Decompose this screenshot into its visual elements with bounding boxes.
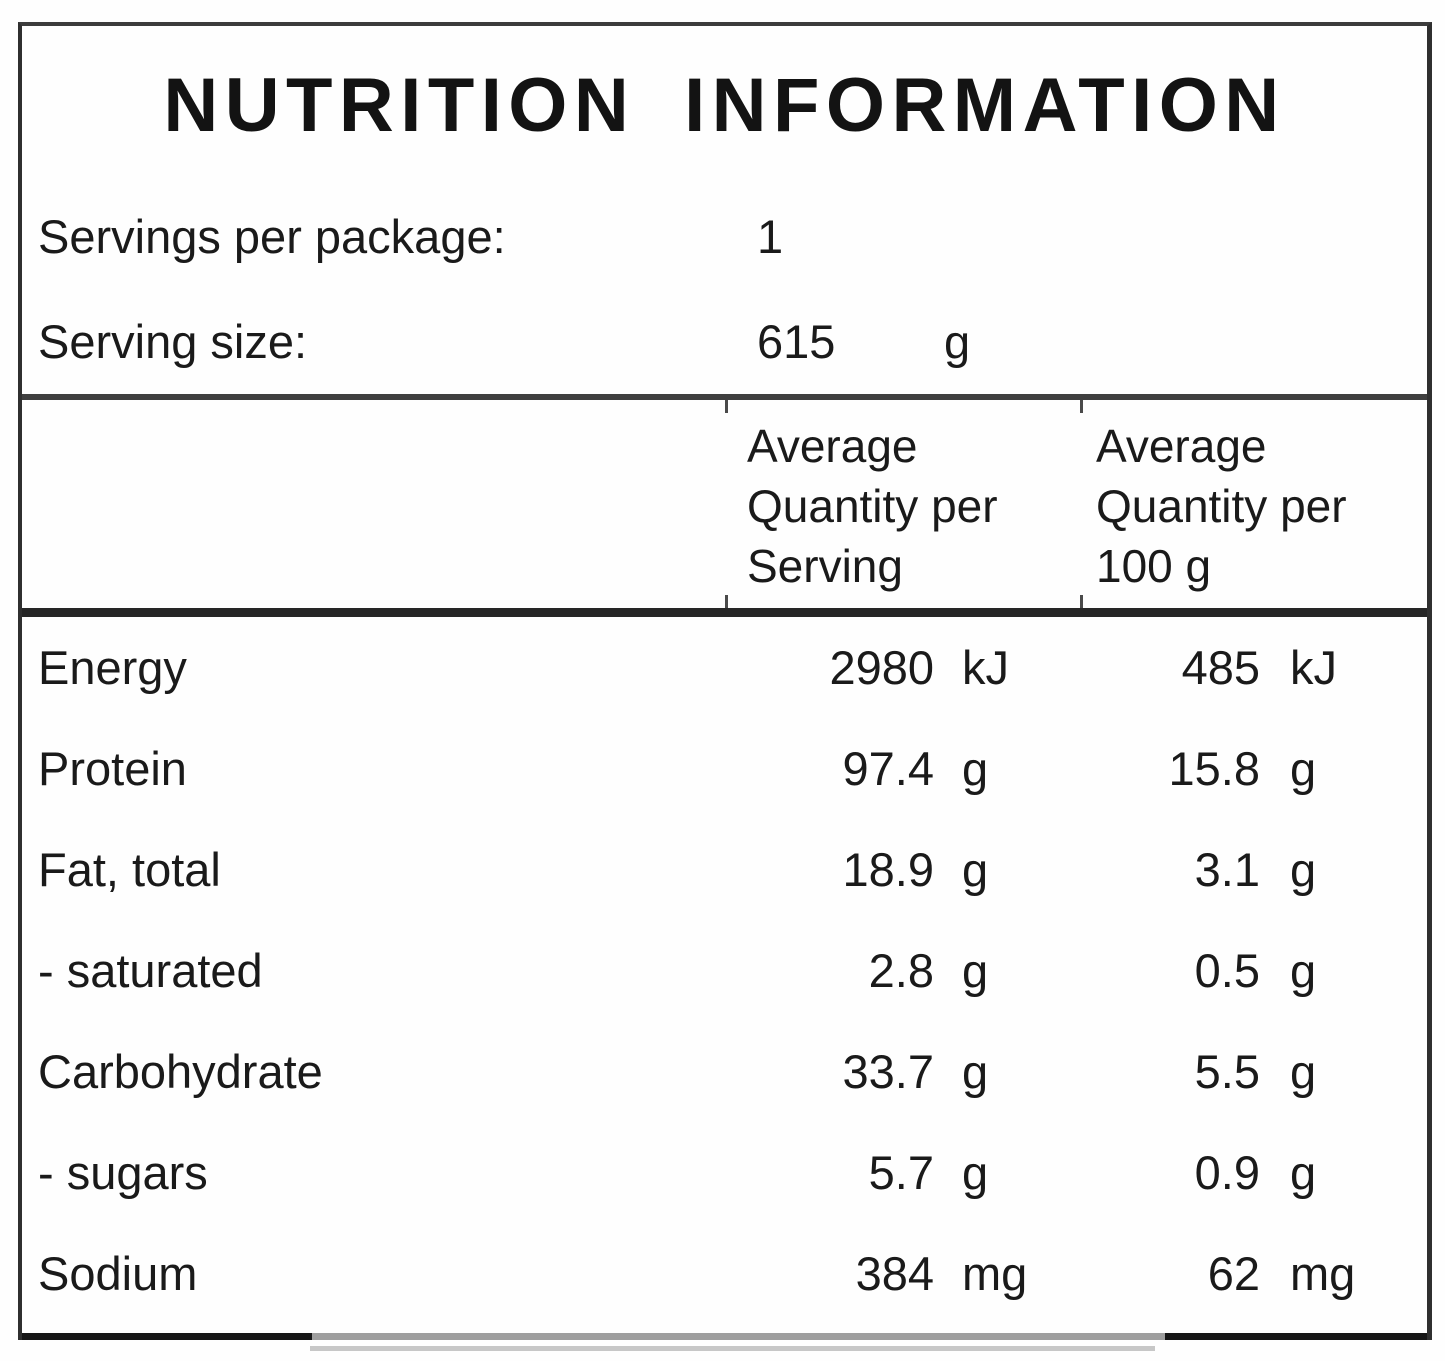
- table-row-sugars: - sugars 5.7 g 0.9 g: [22, 1122, 1427, 1223]
- per-serving-unit: g: [962, 1045, 989, 1098]
- per-serving-unit: g: [962, 1146, 989, 1199]
- per-100g-unit: g: [1290, 742, 1317, 795]
- nutrient-name: Protein: [38, 742, 187, 795]
- table-row-carbohydrate: Carbohydrate 33.7 g 5.5 g: [22, 1021, 1427, 1122]
- per-100g-unit: kJ: [1290, 641, 1337, 694]
- per-serving-unit: mg: [962, 1247, 1028, 1300]
- table-row-energy: Energy 2980 kJ 485 kJ: [22, 617, 1427, 718]
- servings-per-package-value: 1: [757, 210, 784, 263]
- label-bottom-border: [22, 1333, 1427, 1340]
- per-serving-value: 18.9: [842, 843, 934, 896]
- per-100g-value: 3.1: [1194, 843, 1260, 896]
- nutrient-table-body: Energy 2980 kJ 485 kJ Protein 97.4 g 15.…: [22, 617, 1427, 1324]
- per-serving-unit: kJ: [962, 641, 1009, 694]
- nutrient-name: Carbohydrate: [38, 1045, 323, 1098]
- per-100g-value: 15.8: [1168, 742, 1260, 795]
- per-serving-unit: g: [962, 944, 989, 997]
- per-100g-value: 62: [1207, 1247, 1260, 1300]
- servings-per-package-row: Servings per package: 1: [22, 184, 1427, 289]
- table-row-saturated-fat: - saturated 2.8 g 0.5 g: [22, 920, 1427, 1021]
- column-header-per-serving: Average Quantity per Serving: [747, 420, 998, 592]
- column-header-per-100g: Average Quantity per 100 g: [1096, 420, 1347, 592]
- per-serving-value: 384: [855, 1247, 934, 1300]
- per-100g-unit: g: [1290, 843, 1317, 896]
- nutrient-name: - sugars: [38, 1146, 208, 1199]
- nutrient-name: - saturated: [38, 944, 263, 997]
- table-row-protein: Protein 97.4 g 15.8 g: [22, 718, 1427, 819]
- separator-below-header: [22, 608, 1427, 617]
- per-100g-value: 5.5: [1194, 1045, 1260, 1098]
- label-title: NUTRITION INFORMATION: [163, 62, 1286, 148]
- border-segment: [312, 1333, 1165, 1340]
- column-divider-stub: [1080, 400, 1083, 413]
- servings-per-package-label: Servings per package:: [38, 210, 506, 263]
- border-segment: [22, 1333, 312, 1340]
- column-divider-stub: [1080, 595, 1083, 608]
- per-100g-value: 485: [1181, 641, 1260, 694]
- per-100g-value: 0.5: [1194, 944, 1260, 997]
- scan-shadow-line: [310, 1346, 1155, 1351]
- per-serving-value: 2.8: [868, 944, 934, 997]
- serving-size-row: Serving size: 615 g: [22, 289, 1427, 394]
- table-column-header-row: Average Quantity per Serving Average Qua…: [22, 400, 1427, 608]
- label-title-block: NUTRITION INFORMATION: [22, 26, 1427, 184]
- nutrient-column-spacer: [22, 416, 727, 608]
- per-serving-value: 33.7: [842, 1045, 934, 1098]
- table-row-sodium: Sodium 384 mg 62 mg: [22, 1223, 1427, 1324]
- serving-size-value: 615: [757, 315, 836, 368]
- per-serving-value: 5.7: [868, 1146, 934, 1199]
- nutrient-name: Fat, total: [38, 843, 221, 896]
- serving-size-unit: g: [944, 315, 971, 368]
- nutrient-name: Sodium: [38, 1247, 198, 1300]
- per-100g-unit: g: [1290, 1146, 1317, 1199]
- per-serving-value: 97.4: [842, 742, 934, 795]
- column-divider-stub: [725, 595, 728, 608]
- per-100g-value: 0.9: [1194, 1146, 1260, 1199]
- per-100g-unit: mg: [1290, 1247, 1356, 1300]
- per-serving-unit: g: [962, 742, 989, 795]
- per-100g-unit: g: [1290, 944, 1317, 997]
- table-row-fat-total: Fat, total 18.9 g 3.1 g: [22, 819, 1427, 920]
- column-divider-stub: [725, 400, 728, 413]
- per-serving-unit: g: [962, 843, 989, 896]
- nutrition-label-panel: NUTRITION INFORMATION Servings per packa…: [18, 22, 1432, 1340]
- per-100g-unit: g: [1290, 1045, 1317, 1098]
- serving-size-label: Serving size:: [38, 315, 308, 368]
- nutrient-name: Energy: [38, 641, 187, 694]
- per-serving-value: 2980: [829, 641, 934, 694]
- border-segment: [1165, 1333, 1427, 1340]
- separator-above-header: [22, 394, 1427, 400]
